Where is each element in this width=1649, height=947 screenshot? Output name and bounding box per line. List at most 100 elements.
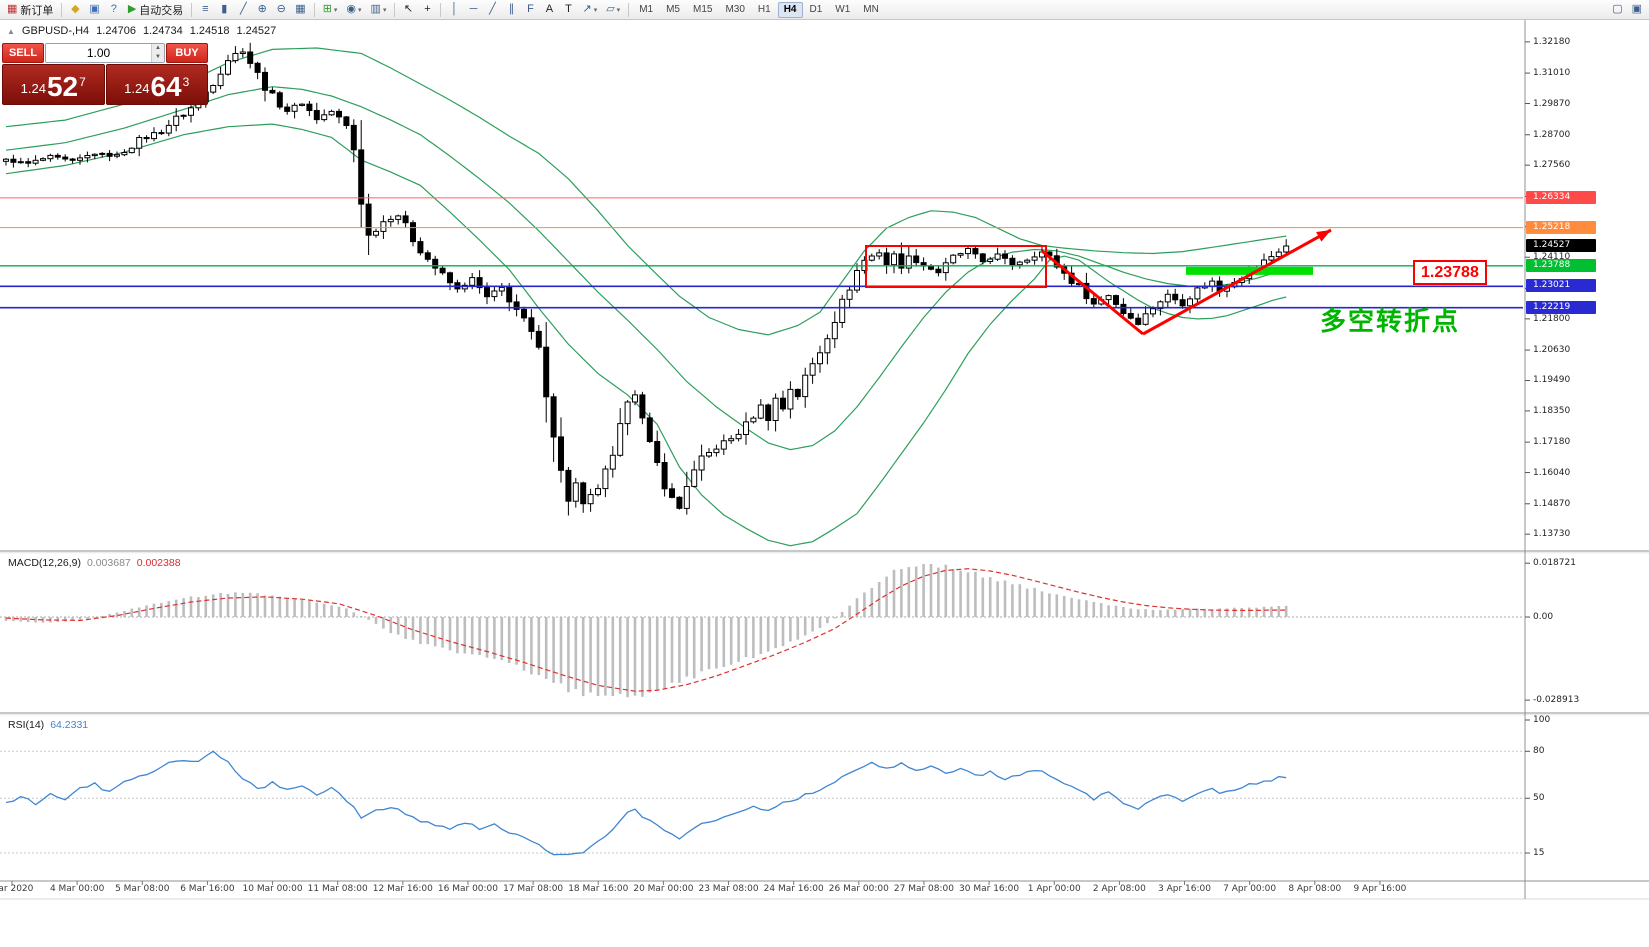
cursor-icon-glyph: ↖ (403, 3, 414, 15)
bar-chart-icon-glyph: ≡ (202, 3, 209, 15)
autotrading-button[interactable]: ▶ 自动交易 (124, 1, 187, 18)
arrows-icon[interactable]: ↗ ▾ (578, 1, 601, 18)
time-axis-label: Mar 2020 (0, 884, 34, 894)
bollinger-upper (5, 47, 1287, 336)
tile-windows-icon-glyph: ▦ (295, 3, 306, 15)
text-label-icon-glyph: T (565, 3, 572, 15)
macd-axis-label: -0.028913 (1533, 695, 1580, 706)
main-toolbar: ▦ 新订单 ◆ ▣? ▶ 自动交易 ≡ ▮ ╱ ⊕ ⊖ ▦ ⊞ ▾ ◉ ▾ ▥ ▾ ↖ + │ ─ ╱ ∥ F A T ↗ ▾ ▱ ▾ M1 M… (0, 0, 1649, 20)
rsi-value: 64.2331 (50, 719, 89, 731)
volume-input[interactable] (46, 44, 151, 62)
timeframe-d1-button[interactable]: D1 (809, 4, 823, 15)
price-tag-annotation[interactable]: 1.23788 (1413, 260, 1487, 285)
bollinger-middle (5, 86, 1287, 451)
price-level-badge: 1.23021 (1526, 279, 1596, 293)
timeframe-h4-button[interactable]: H4 (777, 1, 803, 18)
market-watch-icon[interactable]: ◆ (66, 1, 84, 18)
new-chart-icon[interactable]: ⊞ ▾ (319, 1, 342, 18)
crosshair-icon[interactable]: + (418, 1, 436, 18)
navigator-icon[interactable]: ▣ (85, 1, 103, 18)
buy-price-prefix: 1.24 (124, 81, 150, 96)
timeframe-m15-button[interactable]: M15 (693, 4, 713, 15)
dropdown-arrow-icon: ▾ (333, 6, 338, 14)
zoom-in-icon[interactable]: ⊕ (253, 1, 271, 18)
price-axis-label: 1.17180 (1533, 437, 1571, 448)
rsi-line (5, 750, 1287, 856)
price-axis-label: 1.14870 (1533, 498, 1571, 509)
autotrading-button-label: 自动交易 (139, 4, 184, 17)
ohlc-open: 1.24706 (96, 25, 136, 37)
period-icon[interactable]: ◉ ▾ (342, 1, 365, 18)
buy-price-panel[interactable]: 1.24 64 3 (105, 64, 208, 105)
price-axis-label: 1.31010 (1533, 68, 1571, 79)
cursor-icon[interactable]: ↖ (399, 1, 417, 18)
autotrading-glyph: ▶ (127, 3, 137, 15)
timeframe-w1-button[interactable]: W1 (835, 4, 851, 15)
chart-symbol-period: GBPUSD-,H4 (21, 25, 90, 37)
new-window-icon-glyph: ▢ (1612, 3, 1623, 15)
candlestick-icon[interactable]: ▮ (215, 1, 233, 18)
timeframe-m5-button[interactable]: M5 (666, 4, 680, 15)
sell-price-sup: 7 (79, 75, 86, 89)
time-axis-label: 27 Mar 08:00 (893, 884, 954, 894)
help-icon-glyph: ? (110, 3, 117, 15)
ohlc-low: 1.24518 (189, 25, 230, 37)
time-axis-label: 12 Mar 16:00 (372, 884, 433, 894)
equidistant-channel-icon-glyph: ∥ (508, 3, 515, 15)
shapes-icon[interactable]: ▱ ▾ (602, 1, 624, 18)
sell-price-prefix: 1.24 (20, 81, 46, 96)
consolidation-box-annotation[interactable] (865, 245, 1047, 288)
equidistant-channel-icon[interactable]: ∥ (502, 1, 520, 18)
ohlc-close: 1.24527 (236, 25, 277, 37)
down-trendline-annotation[interactable] (1041, 249, 1144, 336)
one-click-trading-panel: SELL ▲ ▼ BUY 1.24 52 7 1.24 (2, 43, 208, 105)
up-trendline-annotation[interactable] (1142, 228, 1332, 336)
horizontal-line-icon[interactable]: ─ (464, 1, 482, 18)
shapes-icon-glyph: ▱ (606, 3, 615, 15)
help-icon[interactable]: ? (105, 1, 123, 18)
line-chart-icon-glyph: ╱ (239, 3, 247, 15)
new-window-icon[interactable]: ▢ (1608, 1, 1626, 18)
sell-price-panel[interactable]: 1.24 52 7 (2, 64, 105, 105)
fibonacci-icon[interactable]: F (521, 1, 539, 18)
time-axis-label: 20 Mar 00:00 (633, 884, 694, 894)
buy-button[interactable]: BUY (166, 43, 208, 63)
sell-price-big: 52 (46, 71, 79, 102)
toolbar-separator (440, 2, 442, 17)
time-axis-label: 5 Mar 08:00 (115, 884, 170, 894)
rsi-axis-label: 80 (1533, 746, 1545, 757)
zoom-out-icon[interactable]: ⊖ (272, 1, 290, 18)
new-order-button[interactable]: ▦ 新订单 (3, 1, 57, 18)
volume-increase-button[interactable]: ▲ (152, 44, 164, 53)
chart-background (0, 20, 1649, 947)
time-axis-label: 26 Mar 00:00 (828, 884, 889, 894)
window-list-icon[interactable]: ▣ (1628, 1, 1646, 18)
text-label-icon[interactable]: T (559, 1, 577, 18)
rsi-title: RSI(14) (8, 719, 45, 731)
line-chart-icon[interactable]: ╱ (234, 1, 252, 18)
vertical-line-icon[interactable]: │ (445, 1, 463, 18)
market-watch-icon-glyph: ◆ (71, 3, 80, 15)
timeframe-m30-button[interactable]: M30 (725, 4, 745, 15)
bar-chart-icon[interactable]: ≡ (196, 1, 214, 18)
timeframe-mn-button[interactable]: MN (863, 4, 879, 15)
main-plot (3, 42, 1290, 547)
time-axis-label: 18 Mar 16:00 (568, 884, 629, 894)
volume-field: ▲ ▼ (45, 43, 165, 63)
timeframe-m1-button[interactable]: M1 (639, 4, 654, 15)
time-axis-label: 30 Mar 16:00 (959, 884, 1020, 894)
text-icon[interactable]: A (540, 1, 558, 18)
volume-decrease-button[interactable]: ▼ (152, 53, 164, 62)
navigator-icon-glyph: ▣ (89, 3, 100, 15)
toolbar-separator (61, 2, 63, 17)
macd-signal-value: 0.002388 (136, 557, 181, 569)
macd-title: MACD(12,26,9) (8, 557, 81, 569)
tile-windows-icon[interactable]: ▦ (291, 1, 309, 18)
templates-icon[interactable]: ▥ ▾ (367, 1, 391, 18)
trendline-icon[interactable]: ╱ (483, 1, 501, 18)
turning-point-annotation[interactable]: 多空转折点 (1320, 306, 1461, 336)
timeframe-h1-button[interactable]: H1 (757, 4, 771, 15)
sell-button[interactable]: SELL (2, 43, 44, 63)
